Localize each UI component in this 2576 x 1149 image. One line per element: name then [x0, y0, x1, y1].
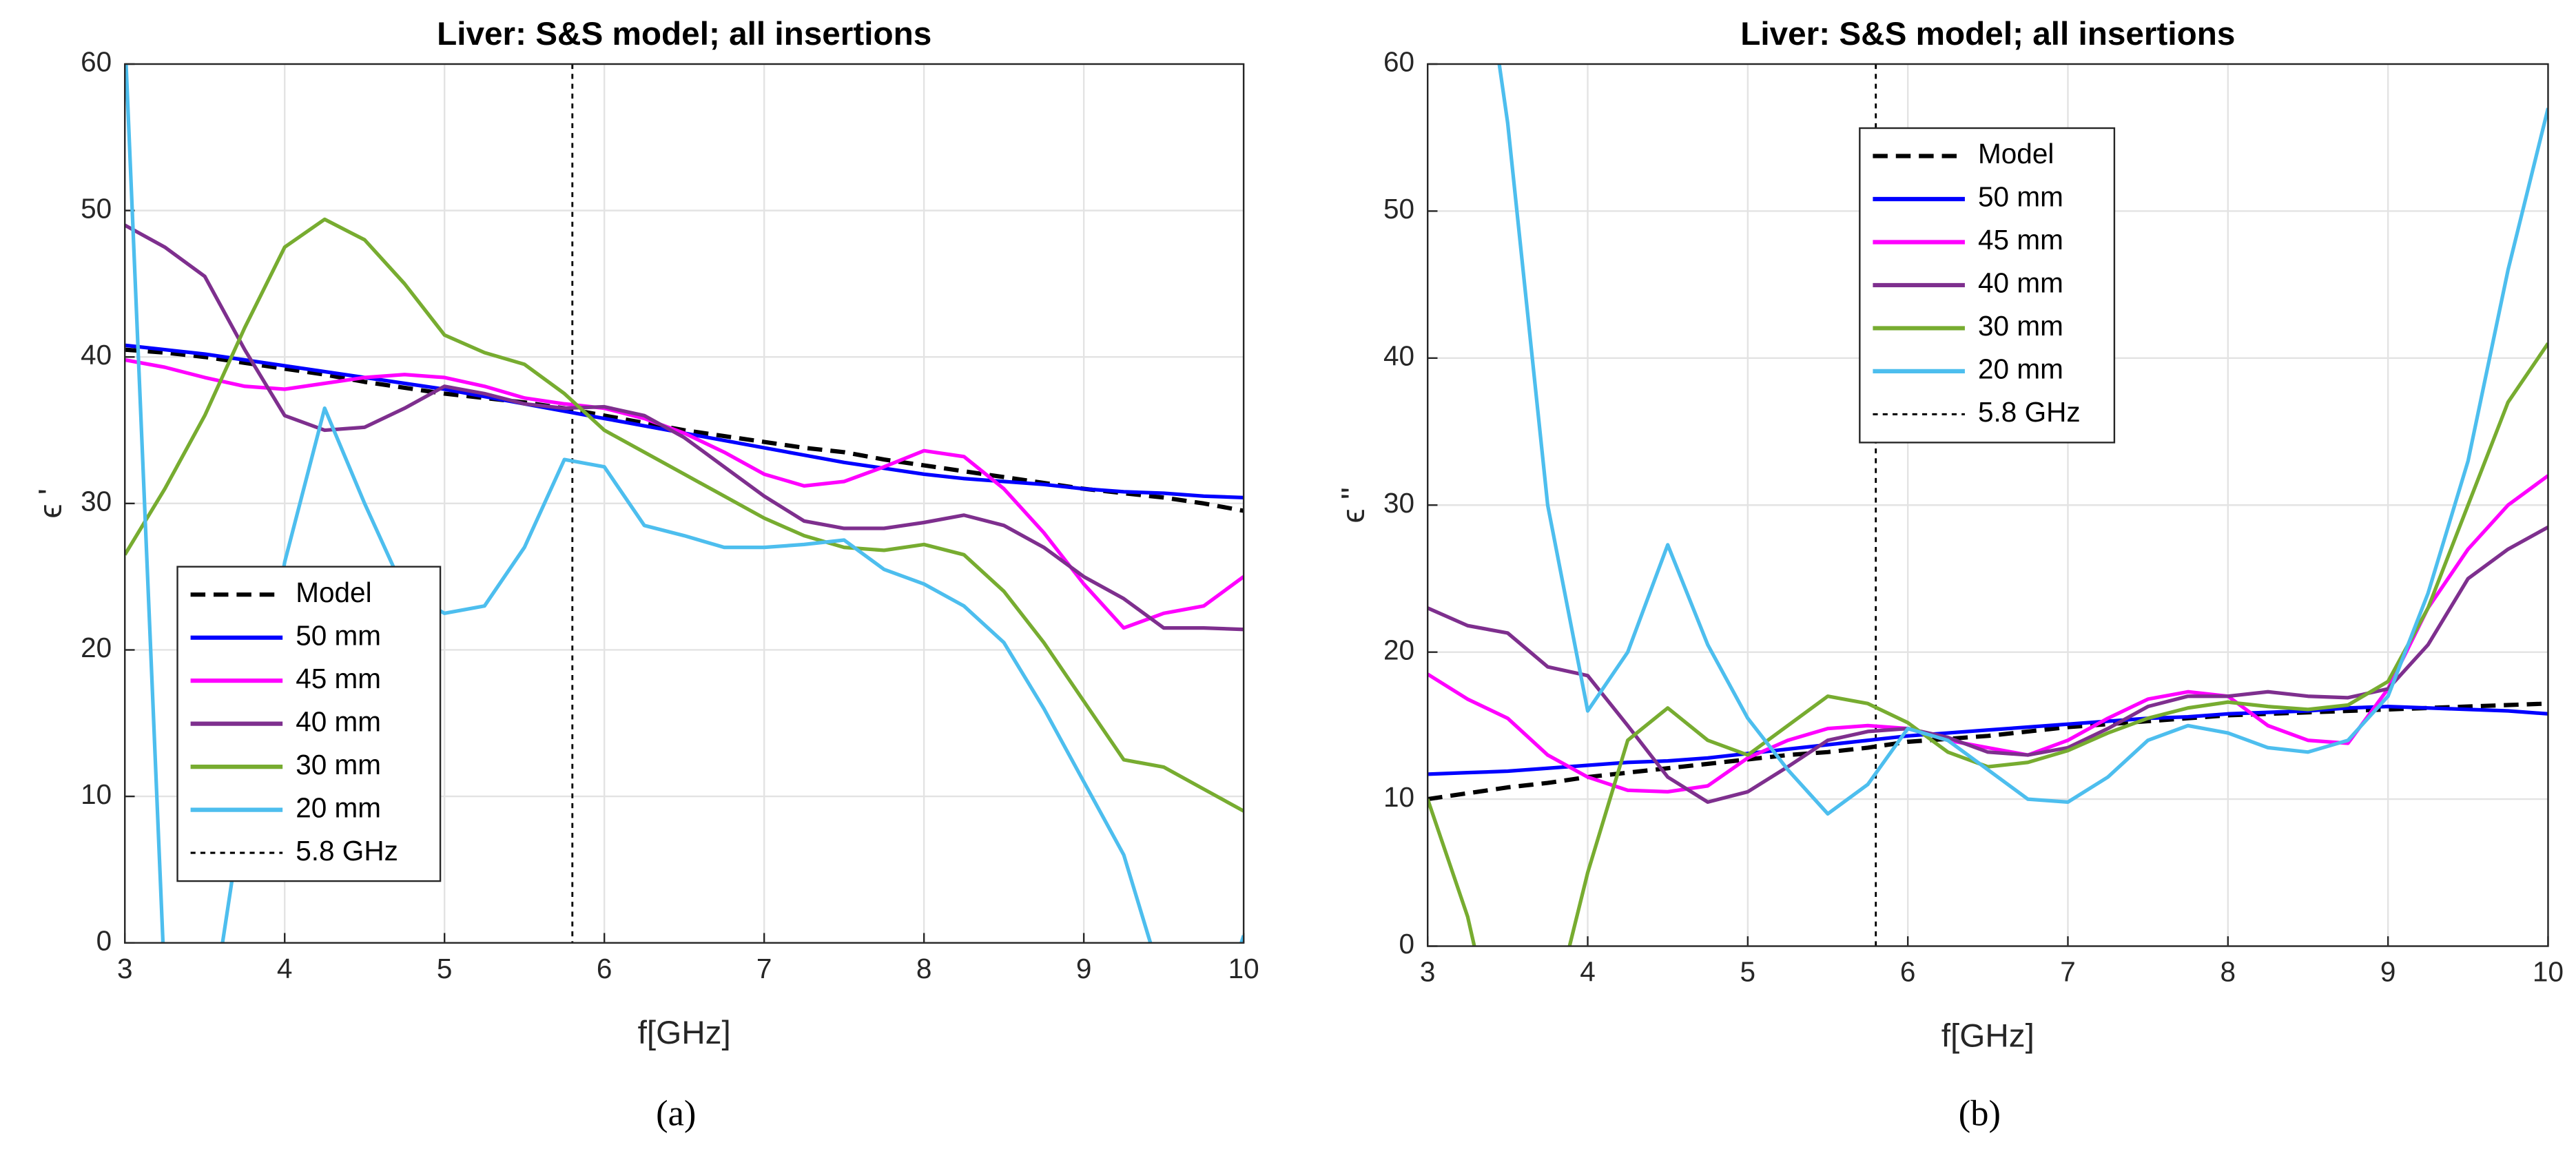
x-tick-label: 5: [1740, 956, 1756, 988]
x-tick-label: 4: [277, 953, 293, 984]
y-tick-label: 40: [1383, 340, 1414, 372]
series-line: [125, 358, 1244, 630]
y-tick-label: 60: [81, 46, 112, 78]
series-line: [125, 347, 1244, 513]
x-tick-label: 6: [597, 953, 612, 984]
x-tick-label: 3: [117, 953, 133, 984]
y-tick-label: 30: [1383, 487, 1414, 519]
plot-frame: [1426, 63, 2549, 947]
x-tick-label: 9: [2380, 956, 2396, 988]
series-line: [1428, 525, 2548, 804]
x-tick-label: 8: [2220, 956, 2236, 988]
series-line: [1428, 342, 2548, 946]
plot-clip: [1428, 63, 2548, 946]
legend-label: 20 mm: [1978, 353, 2063, 385]
x-tick-label: 10: [1228, 953, 1259, 984]
y-axis-label: ϵ '': [1335, 487, 1372, 524]
chart-title: Liver: S&S model; all insertions: [437, 16, 931, 52]
y-tick-label: 10: [1383, 781, 1414, 813]
legend-label: 45 mm: [296, 663, 381, 694]
series-line: [125, 217, 1244, 813]
legend-label: Model: [296, 577, 371, 608]
series-line: [1428, 705, 2548, 776]
y-tick-label: 50: [81, 192, 112, 224]
legend-label: 45 mm: [1978, 224, 2063, 256]
series-line: [125, 223, 1244, 632]
x-tick-label: 6: [1900, 956, 1916, 988]
caption: (a): [656, 1094, 696, 1134]
series-line: [1428, 701, 2548, 802]
chart-title: Liver: S&S model; all insertions: [1740, 16, 2235, 52]
legend-label: 40 mm: [1978, 267, 2063, 299]
series-line: [1497, 63, 2548, 816]
plot-clip: [125, 63, 1244, 943]
y-axis-label: ϵ ': [32, 488, 69, 518]
y-tick-label: 10: [81, 778, 112, 810]
legend-label: 50 mm: [1978, 181, 2063, 213]
x-tick-label: 8: [916, 953, 932, 984]
y-tick-label: 60: [1383, 46, 1414, 78]
caption: (b): [1959, 1094, 2001, 1134]
x-axis-label: f[GHz]: [638, 1015, 731, 1051]
plot-frame: [124, 63, 1245, 944]
y-tick-label: 0: [1399, 928, 1415, 960]
x-tick-label: 10: [2533, 956, 2564, 988]
series-line: [125, 63, 1244, 943]
x-tick-label: 9: [1076, 953, 1092, 984]
x-tick-label: 4: [1580, 956, 1596, 988]
x-tick-label: 5: [437, 953, 453, 984]
x-tick-label: 7: [2060, 956, 2076, 988]
legend-label: 5.8 GHz: [296, 835, 398, 867]
x-axis-label: f[GHz]: [1941, 1018, 2034, 1055]
legend-label: Model: [1978, 138, 2054, 169]
x-tick-label: 3: [1420, 956, 1436, 988]
y-tick-label: 30: [81, 486, 112, 517]
y-tick-label: 50: [1383, 193, 1414, 225]
y-tick-label: 0: [96, 924, 112, 956]
legend-label: 50 mm: [296, 619, 381, 651]
y-tick-label: 40: [81, 339, 112, 371]
x-tick-label: 7: [756, 953, 772, 984]
y-tick-label: 20: [1383, 634, 1414, 665]
legend-label: 30 mm: [1978, 310, 2063, 342]
legend-label: 20 mm: [296, 791, 381, 823]
legend-label: 30 mm: [296, 749, 381, 780]
legend-label: 5.8 GHz: [1978, 396, 2081, 428]
legend-label: 40 mm: [296, 705, 381, 737]
y-tick-label: 20: [81, 632, 112, 663]
